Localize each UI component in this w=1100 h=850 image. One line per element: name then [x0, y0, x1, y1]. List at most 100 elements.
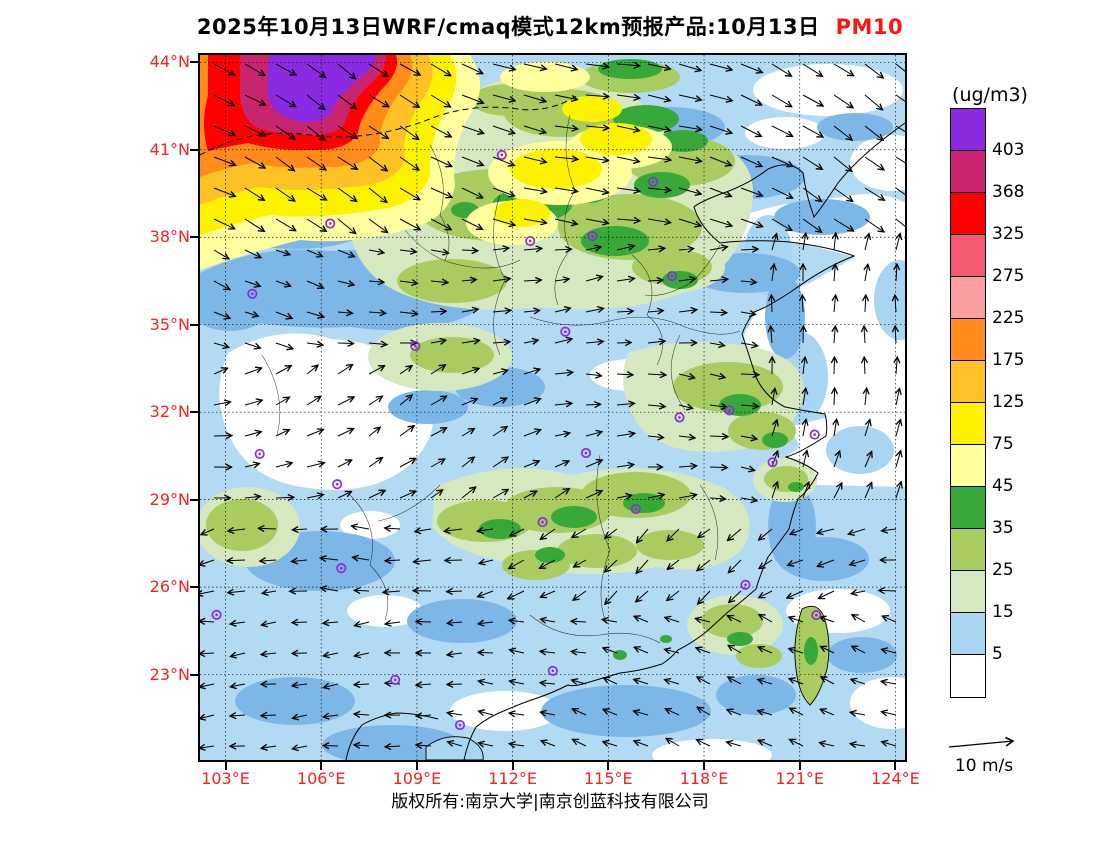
country-border	[199, 94, 579, 156]
city-marker-dot	[335, 482, 339, 486]
page-title: 2025年10月13日WRF/cmaq模式12km预报产品:10月13日 PM10	[0, 11, 1100, 41]
colorbar-box	[951, 361, 985, 403]
city-marker	[647, 176, 659, 187]
lat-tick	[190, 498, 198, 501]
colorbar-tick-label: 275	[992, 266, 1025, 286]
lon-tick	[607, 762, 610, 770]
colorbar-tick-label: 75	[992, 434, 1014, 454]
lat-tick	[190, 148, 198, 151]
city-markers	[211, 149, 822, 731]
lon-tick	[894, 762, 897, 770]
city-marker	[254, 448, 265, 459]
lat-label: 23°N	[149, 664, 190, 684]
city-marker-dot	[340, 566, 343, 570]
colorbar-tick-label: 35	[992, 518, 1014, 538]
city-marker-dot	[678, 416, 681, 419]
colorbar-tick-label: 368	[992, 182, 1025, 202]
colorbar-box	[951, 151, 985, 193]
city-marker-dot	[744, 583, 747, 587]
city-marker-dot	[584, 451, 588, 455]
lon-tick	[320, 762, 323, 770]
lon-label: 124°E	[871, 769, 920, 788]
city-marker-dot	[651, 180, 655, 184]
colorbar-units: (ug/m3)	[952, 84, 1028, 106]
lat-tick	[190, 673, 198, 676]
wind-legend-label: 10 m/s	[954, 756, 1014, 776]
colorbar-box	[951, 571, 985, 613]
province-borders	[261, 114, 741, 644]
city-marker	[537, 517, 548, 528]
city-marker	[410, 340, 421, 352]
city-marker	[587, 231, 598, 242]
copyright-text: 版权所有:南京大学|南京创蓝科技有限公司	[391, 792, 709, 812]
city-marker	[496, 149, 507, 161]
lon-tick	[703, 762, 706, 770]
lat-label: 29°N	[149, 489, 190, 509]
colorbar	[950, 108, 986, 698]
city-marker-dot	[500, 153, 504, 157]
colorbar-box	[951, 109, 985, 151]
city-marker	[674, 412, 685, 423]
lat-label: 35°N	[149, 314, 190, 334]
lon-tick	[224, 762, 227, 770]
city-marker	[525, 235, 536, 247]
lon-label: 109°E	[392, 769, 442, 788]
lat-label: 38°N	[149, 227, 190, 247]
city-marker-dot	[328, 222, 332, 225]
city-marker	[547, 665, 558, 676]
city-marker-dot	[414, 344, 417, 348]
map-canvas	[199, 55, 905, 760]
city-marker-dot	[458, 723, 462, 727]
city-marker	[740, 579, 751, 590]
lon-label: 115°E	[583, 769, 633, 788]
lat-label: 44°N	[149, 52, 190, 72]
city-marker-dot	[564, 330, 567, 334]
city-marker	[336, 563, 347, 574]
city-marker-dot	[215, 613, 218, 617]
colorbar-tick-label: 403	[992, 140, 1025, 160]
lat-label: 32°N	[149, 402, 190, 422]
city-marker-dot	[728, 409, 731, 412]
colorbar-tick-label: 15	[992, 602, 1014, 622]
city-marker	[630, 503, 641, 515]
city-marker-dot	[813, 433, 816, 436]
city-marker-dot	[528, 239, 532, 243]
colorbar-tick-label: 45	[992, 476, 1014, 496]
city-marker-dot	[591, 234, 594, 238]
lat-label: 41°N	[149, 139, 190, 159]
city-marker-dot	[251, 292, 254, 296]
colorbar-tick-label: 125	[992, 392, 1025, 412]
colorbar-box	[951, 193, 985, 235]
city-marker-dot	[258, 452, 261, 456]
colorbar-box	[951, 445, 985, 487]
city-marker	[809, 429, 820, 440]
lon-label: 106°E	[296, 769, 346, 788]
city-marker-dot	[393, 678, 397, 682]
city-marker	[667, 270, 678, 282]
colorbar-box	[951, 319, 985, 361]
lon-label: 118°E	[679, 769, 729, 788]
wind-legend: 10 m/s	[938, 736, 1030, 776]
city-marker	[811, 610, 822, 621]
lat-tick	[190, 411, 198, 414]
city-marker	[390, 674, 401, 685]
city-marker-dot	[771, 461, 774, 464]
colorbar-box	[951, 487, 985, 529]
lat-label: 26°N	[149, 577, 190, 597]
colorbar-tick-label: 5	[992, 644, 1003, 664]
colorbar-box	[951, 529, 985, 571]
lat-tick	[190, 236, 198, 239]
lon-tick	[415, 762, 418, 770]
city-marker-dot	[541, 520, 544, 524]
lat-tick	[190, 61, 198, 64]
lon-label: 121°E	[775, 769, 825, 788]
colorbar-tick-label: 25	[992, 560, 1014, 580]
city-marker	[454, 719, 466, 731]
city-marker	[560, 326, 571, 337]
city-marker	[332, 479, 343, 490]
lon-label: 112°E	[488, 769, 537, 788]
wind-legend-arrow	[948, 736, 1015, 748]
pm10-concentration-field	[200, 55, 905, 760]
colorbar-box	[951, 403, 985, 445]
